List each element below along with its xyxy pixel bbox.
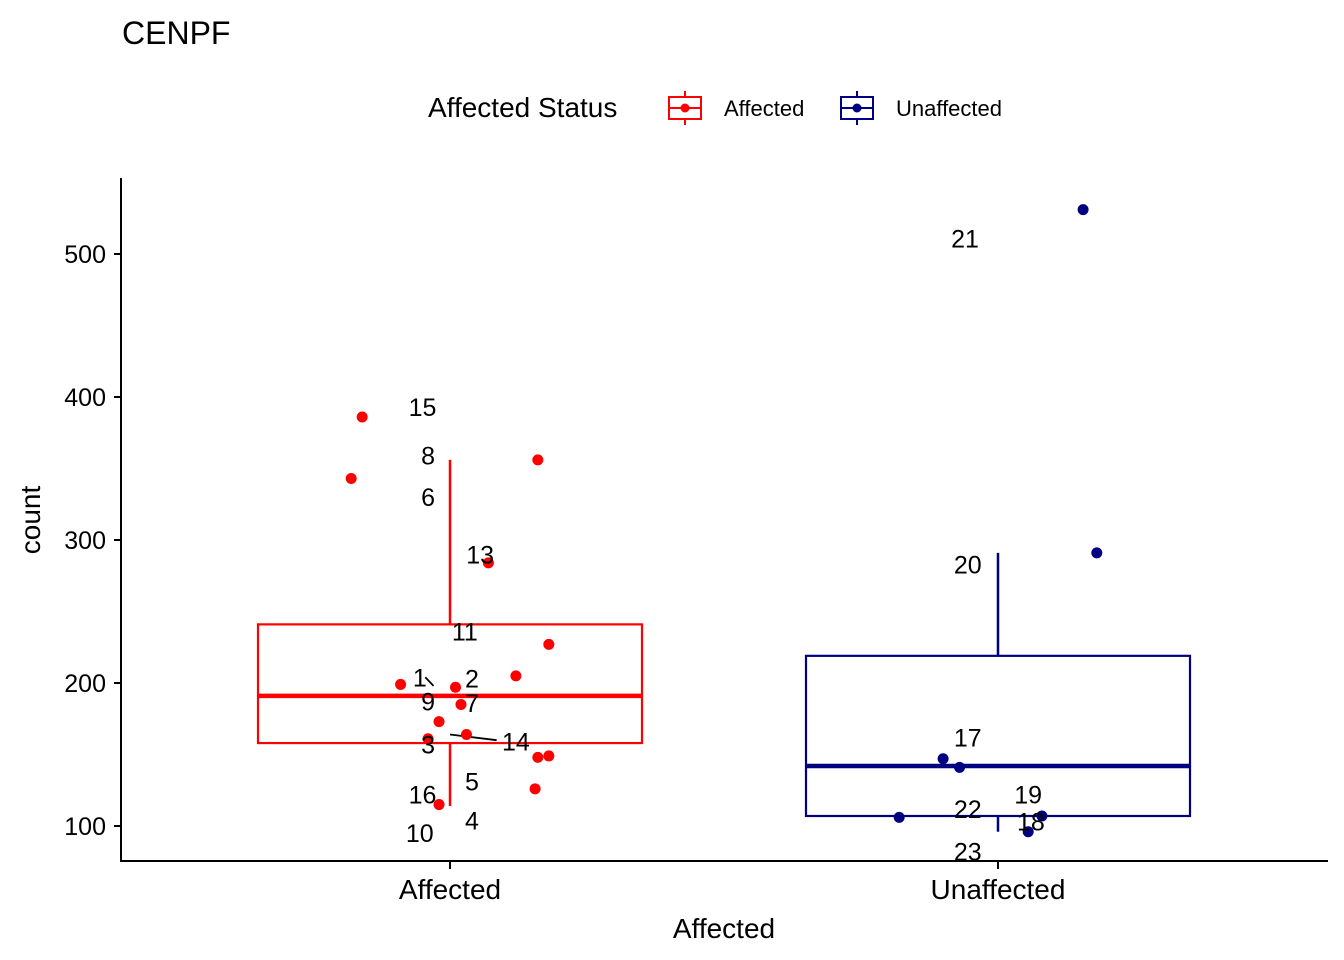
point-label: 18 xyxy=(1017,809,1045,837)
data-point xyxy=(529,783,541,795)
label-connector xyxy=(424,676,435,687)
point-label: 5 xyxy=(465,769,479,797)
x-tick-label: Affected xyxy=(399,874,501,905)
data-point xyxy=(1091,547,1103,559)
y-axis-label: count xyxy=(15,486,46,555)
point-label: 19 xyxy=(1014,782,1042,810)
box-affected xyxy=(256,459,644,806)
box-iqr xyxy=(804,654,1192,818)
point-label: 15 xyxy=(409,394,437,422)
data-point xyxy=(460,728,472,740)
point-label: 7 xyxy=(465,690,479,718)
point-label: 22 xyxy=(954,796,982,824)
legend-label-unaffected: Unaffected xyxy=(896,96,1002,121)
data-point xyxy=(532,454,544,466)
data-point xyxy=(1036,810,1048,822)
point-label: 10 xyxy=(406,820,434,848)
point-label: 23 xyxy=(954,839,982,867)
data-point xyxy=(532,751,544,763)
data-point xyxy=(1077,204,1089,216)
data-point xyxy=(433,716,445,728)
x-axis-ticks: Affected Unaffected xyxy=(399,861,1066,905)
legend-label-affected: Affected xyxy=(724,96,804,121)
point-label: 17 xyxy=(954,724,982,752)
y-tick-label: 400 xyxy=(64,384,106,412)
data-point xyxy=(510,670,522,682)
point-label: 11 xyxy=(452,619,478,647)
point-label: 2 xyxy=(465,666,479,694)
data-point xyxy=(1022,826,1034,838)
point-label: 8 xyxy=(421,443,435,471)
y-tick-label: 100 xyxy=(64,813,106,841)
data-point xyxy=(395,678,407,690)
x-tick-label: Unaffected xyxy=(931,874,1066,905)
data-point xyxy=(482,557,494,569)
legend-key-affected xyxy=(668,91,702,125)
data-point xyxy=(954,761,966,773)
point-label: 13 xyxy=(466,541,494,569)
point-label: 21 xyxy=(951,225,979,253)
y-axis-ticks: 100 200 300 400 500 xyxy=(64,241,121,841)
data-point xyxy=(422,733,434,745)
point-label: 16 xyxy=(409,782,437,810)
data-point xyxy=(543,638,555,650)
y-tick-label: 300 xyxy=(64,527,106,555)
data-point xyxy=(345,473,357,485)
chart-title: CENPF xyxy=(122,15,230,51)
y-tick-label: 500 xyxy=(64,241,106,269)
point-label: 14 xyxy=(502,729,530,757)
x-axis-label: Affected xyxy=(673,913,775,944)
label-connector xyxy=(449,733,497,742)
box-unaffected xyxy=(804,552,1192,832)
data-point xyxy=(356,411,368,423)
legend: Affected Status Affected Unaffected xyxy=(428,91,1002,125)
data-point xyxy=(433,799,445,811)
point-label: 4 xyxy=(465,807,479,835)
point-label: 6 xyxy=(421,484,435,512)
point-label: 3 xyxy=(421,731,435,759)
y-tick-label: 200 xyxy=(64,670,106,698)
point-label: 1 xyxy=(413,664,427,692)
data-point xyxy=(543,750,555,762)
point-label: 20 xyxy=(954,551,982,579)
data-point xyxy=(937,753,949,765)
data-point xyxy=(893,811,905,823)
data-point xyxy=(455,698,467,710)
legend-title: Affected Status xyxy=(428,92,617,123)
point-label: 9 xyxy=(421,689,435,717)
legend-key-unaffected xyxy=(840,91,874,125)
data-point xyxy=(449,681,461,693)
box-iqr xyxy=(256,623,644,745)
